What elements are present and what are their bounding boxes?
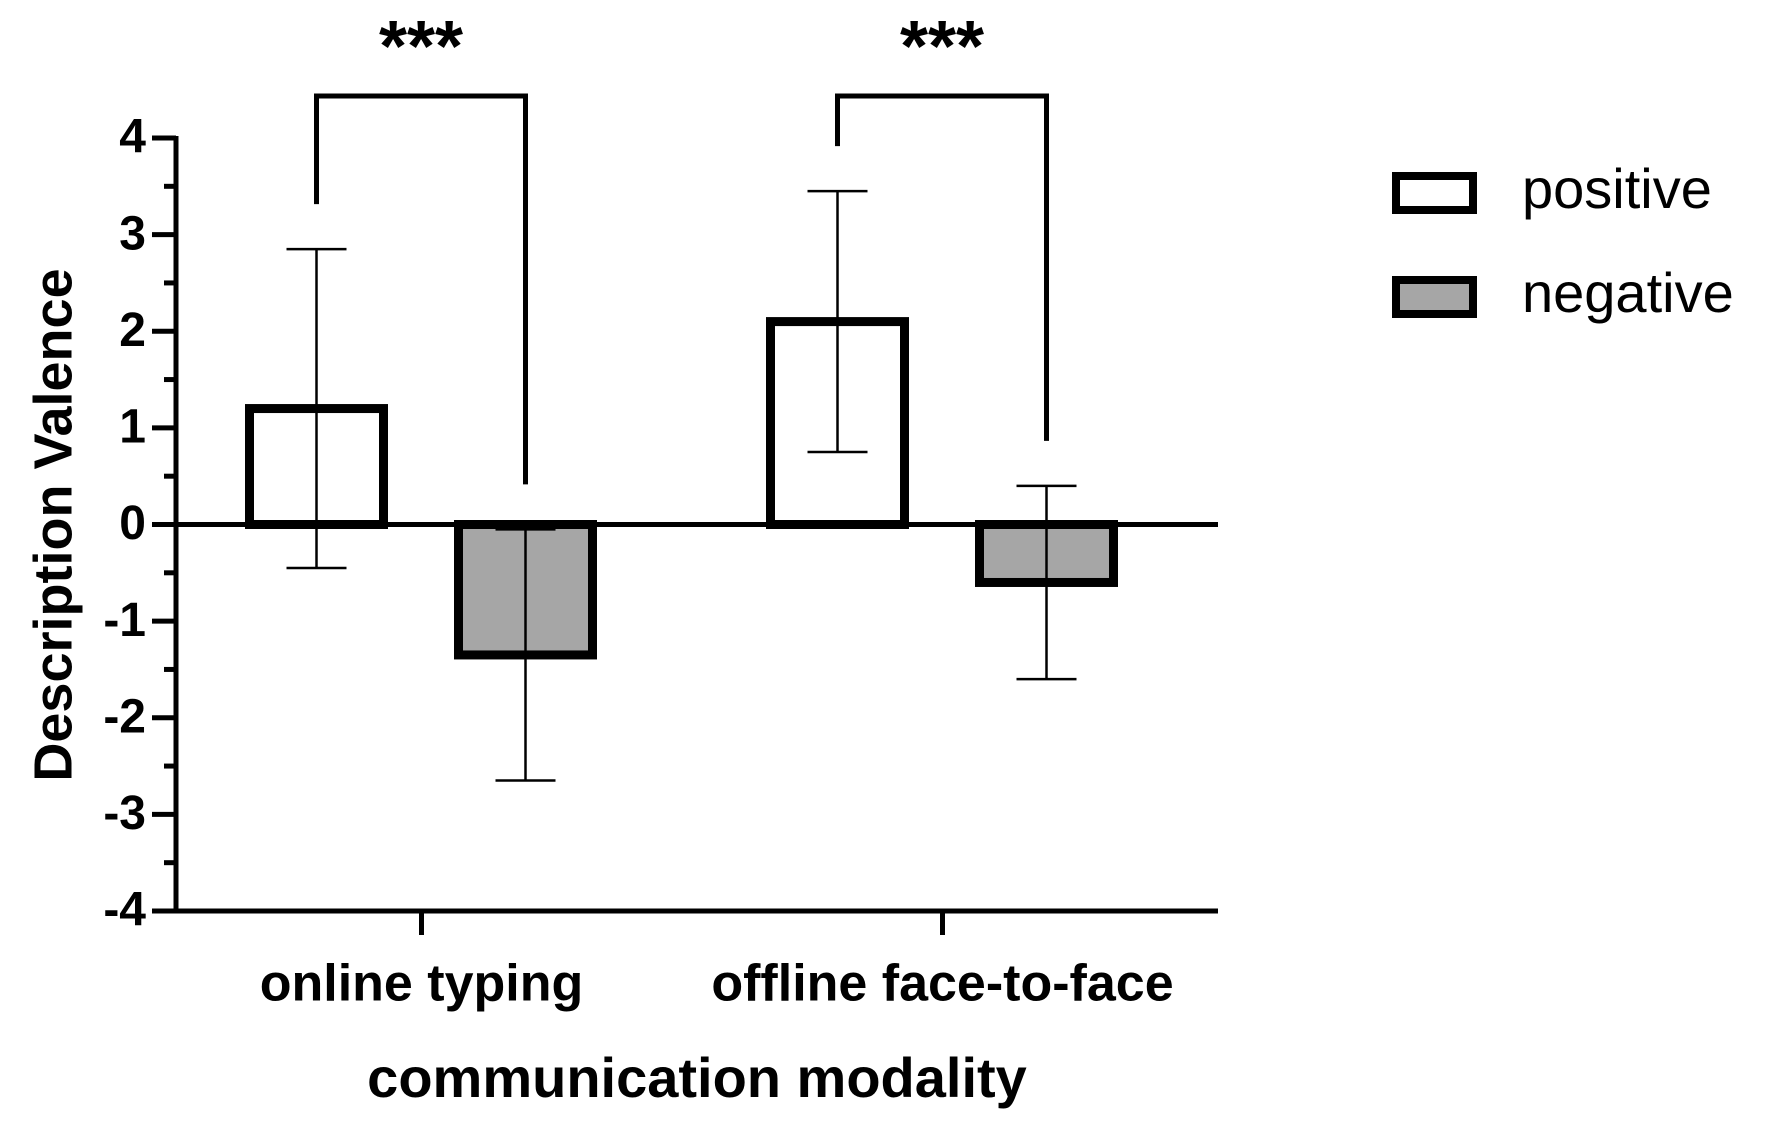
y-tick-label: 2 xyxy=(119,304,146,357)
legend-label: positive xyxy=(1522,157,1712,220)
legend-label: negative xyxy=(1522,261,1734,324)
y-tick-label: -4 xyxy=(103,884,146,937)
y-tick-label: -1 xyxy=(103,594,146,647)
significance-bracket xyxy=(835,93,1049,441)
error-bar xyxy=(286,247,347,570)
y-tick-label: 1 xyxy=(119,401,146,454)
error-bar xyxy=(1016,484,1077,681)
y-tick-label: 0 xyxy=(119,497,146,550)
legend-swatch xyxy=(1392,276,1477,318)
significance-label: *** xyxy=(379,7,463,87)
error-bar xyxy=(495,528,556,782)
y-tick-label: -3 xyxy=(103,787,146,840)
x-tick-label: offline face-to-face xyxy=(711,955,1173,1013)
y-tick-label: 3 xyxy=(119,207,146,260)
y-tick-label: 4 xyxy=(119,111,146,164)
significance-bracket xyxy=(314,93,528,485)
x-axis-title: communication modality xyxy=(367,1046,1027,1109)
y-axis-title: Description Valence xyxy=(23,268,83,781)
y-tick-label: -2 xyxy=(103,690,146,743)
significance-label: *** xyxy=(900,7,984,87)
legend-swatch xyxy=(1392,172,1477,214)
error-bar xyxy=(807,189,868,454)
x-tick-label: online typing xyxy=(260,955,584,1013)
